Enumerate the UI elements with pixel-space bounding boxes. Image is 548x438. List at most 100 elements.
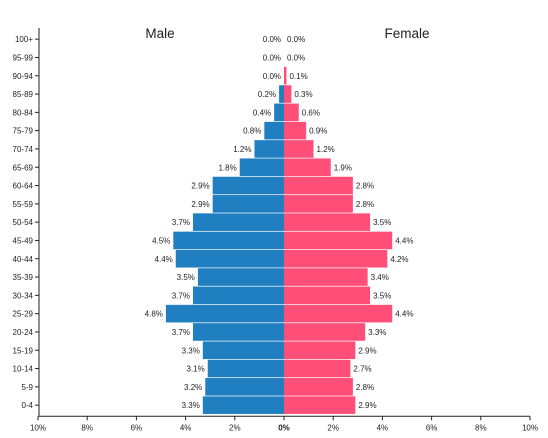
female-value-label: 1.2%: [317, 145, 335, 154]
x-tick-label: 2%: [229, 423, 241, 432]
male-value-label: 4.5%: [152, 236, 170, 245]
y-tick-label: 100+: [15, 35, 33, 44]
female-value-label: 3.5%: [373, 291, 391, 300]
female-value-label: 4.2%: [390, 255, 408, 264]
female-bar: [284, 268, 368, 286]
female-bar: [284, 176, 353, 195]
y-tick-label: 0-4: [21, 401, 33, 410]
y-tick-label: 25-29: [13, 310, 34, 319]
y-axis: 100+ 95-99 90-94 85-89 80-84 75-79 70-74 65-69 6…: [13, 28, 40, 417]
female-value-label: 2.9%: [358, 346, 376, 355]
male-bar: [207, 359, 284, 378]
male-bar: [173, 231, 284, 250]
y-tick-label: 95-99: [13, 53, 34, 62]
male-value-label: 0.4%: [253, 108, 271, 117]
male-bar: [202, 341, 284, 360]
female-value-label: 3.5%: [373, 218, 391, 227]
female-bar: [284, 378, 353, 396]
x-tick-label: 6%: [131, 423, 143, 432]
male-value-label: 3.7%: [172, 328, 190, 337]
x-tick-label: 10%: [522, 423, 538, 432]
female-value-label: 2.9%: [358, 401, 376, 410]
female-bar: [284, 140, 314, 158]
female-title: Female: [384, 26, 429, 41]
x-tick-label: 2%: [327, 423, 339, 432]
male-value-label: 3.7%: [172, 218, 190, 227]
female-value-label: 3.3%: [368, 328, 386, 337]
male-title: Male: [145, 26, 174, 41]
female-value-label: 1.9%: [334, 163, 352, 172]
x-tick-label: 8%: [81, 423, 93, 432]
female-bar: [284, 396, 356, 414]
female-bar: [284, 231, 393, 250]
y-tick-label: 10-14: [13, 365, 34, 374]
male-value-label: 3.3%: [182, 346, 200, 355]
male-bar: [192, 323, 284, 341]
male-value-label: 1.2%: [233, 145, 251, 154]
female-bar: [284, 158, 331, 177]
male-bar: [175, 249, 284, 268]
y-tick-label: 5-9: [21, 383, 33, 392]
male-bar: [212, 195, 284, 213]
y-tick-label: 75-79: [13, 127, 34, 136]
male-bar: [205, 378, 284, 396]
male-value-label: 0.0%: [263, 72, 281, 81]
y-tick-label: 45-49: [13, 236, 34, 245]
y-tick-label: 55-59: [13, 200, 34, 209]
female-bar: [284, 359, 351, 378]
female-value-label: 0.0%: [287, 35, 305, 44]
y-tick-label: 35-39: [13, 273, 34, 282]
female-value-label: 2.7%: [353, 365, 371, 374]
male-value-label: 4.4%: [155, 255, 173, 264]
female-value-label: 0.0%: [287, 53, 305, 62]
y-tick-label: 40-44: [13, 255, 34, 264]
male-value-label: 2.9%: [191, 200, 209, 209]
male-bar: [192, 286, 284, 305]
male-value-label: 0.0%: [263, 53, 281, 62]
male-value-label: 3.7%: [172, 291, 190, 300]
female-bar: [284, 341, 356, 360]
y-tick-label: 15-19: [13, 346, 34, 355]
male-bars: [165, 85, 284, 414]
y-tick-label: 70-74: [13, 145, 34, 154]
female-value-label: 3.4%: [371, 273, 389, 282]
male-value-label: 4.8%: [145, 310, 163, 319]
female-value-label: 0.6%: [302, 108, 320, 117]
male-value-label: 0.0%: [263, 35, 281, 44]
male-bar: [264, 121, 284, 140]
female-bar: [284, 304, 393, 323]
x-tick-label: 0%: [278, 423, 290, 432]
male-bar: [192, 213, 284, 231]
female-bar: [284, 195, 353, 213]
male-bar: [202, 396, 284, 414]
male-value-label: 0.2%: [258, 90, 276, 99]
male-bar: [279, 85, 284, 103]
female-value-label: 4.4%: [395, 310, 413, 319]
value-labels: 0.0% 0.0% 0.0% 0.0% 0.0% 0.1% 0.2% 0.3% 0.4% 0.6%…: [145, 35, 414, 410]
male-value-label: 3.5%: [177, 273, 195, 282]
male-bar: [212, 176, 284, 195]
female-bar: [284, 85, 292, 103]
x-tick-label: 6%: [426, 423, 438, 432]
female-bar: [284, 103, 299, 122]
y-tick-label: 60-64: [13, 182, 34, 191]
female-value-label: 0.3%: [294, 90, 312, 99]
y-tick-label: 50-54: [13, 218, 34, 227]
y-tick-label: 80-84: [13, 108, 34, 117]
male-value-label: 1.8%: [218, 163, 236, 172]
female-bar: [284, 66, 287, 85]
y-tick-label: 90-94: [13, 72, 34, 81]
male-value-label: 3.3%: [182, 401, 200, 410]
y-tick-label: 65-69: [13, 163, 34, 172]
female-bar: [284, 213, 371, 231]
female-bar: [284, 323, 366, 341]
female-value-label: 2.8%: [356, 182, 374, 191]
x-tick-label: 4%: [377, 423, 389, 432]
y-tick-label: 85-89: [13, 90, 34, 99]
female-value-label: 0.9%: [309, 127, 327, 136]
male-bar: [254, 140, 284, 158]
x-tick-label: 8%: [475, 423, 487, 432]
female-value-label: 0.1%: [289, 72, 307, 81]
male-value-label: 0.8%: [243, 127, 261, 136]
